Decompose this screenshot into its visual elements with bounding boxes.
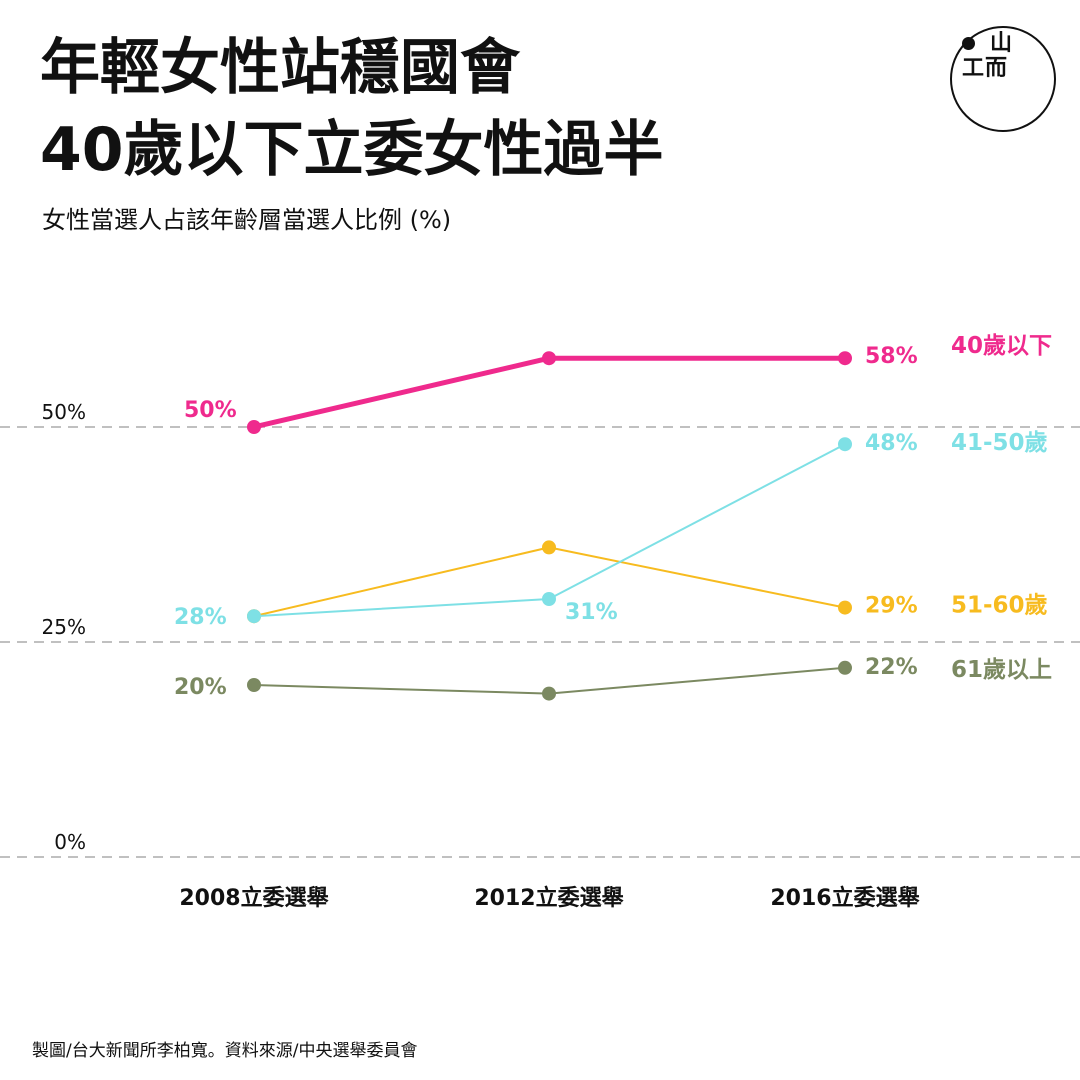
data-point (542, 351, 556, 366)
data-point (838, 437, 852, 452)
data-point (838, 351, 852, 366)
logo-glyph: 工 (962, 56, 985, 81)
series-name-label: 51-60歲 (951, 593, 1048, 619)
data-label: 28% (174, 605, 227, 630)
x-tick-label: 2012立委選舉 (474, 885, 624, 911)
data-point (247, 678, 261, 692)
data-point (247, 420, 261, 434)
source-note: 製圖/台大新聞所李柏寬。資料來源/中央選舉委員會 (32, 1041, 418, 1061)
data-point (542, 686, 556, 701)
series-line (253, 355, 845, 430)
brand-logo-icon: 山 工 而 (950, 26, 1056, 132)
data-point (542, 540, 556, 555)
y-tick-label: 25% (42, 615, 86, 639)
data-label: 20% (174, 675, 227, 700)
data-label: 58% (865, 344, 918, 369)
series-name-label: 41-50歲 (951, 430, 1048, 456)
data-point (838, 660, 852, 675)
chart-subtitle: 女性當選人占該年齡層當選人比例 (%) (42, 206, 452, 234)
label-layer: 50% 58% 40歲以下 28% 31% 48% 41-50歲 29% 51-60歲 20% 22… (174, 333, 1052, 700)
data-point (542, 592, 556, 606)
chart-title-line1: 年輕女性站穩國會 (40, 33, 520, 103)
data-label: 50% (184, 398, 237, 423)
series-name-label: 61歲以上 (951, 657, 1052, 683)
chart-title-line2: 40歲以下立委女性過半 (40, 115, 664, 185)
x-tick-label: 2016立委選舉 (770, 885, 920, 911)
data-point (838, 600, 852, 615)
y-tick-label: 0% (54, 830, 86, 854)
line-layer (247, 351, 852, 701)
y-tick-label: 50% (42, 400, 86, 424)
data-label: 29% (865, 594, 918, 619)
x-tick-label: 2008立委選舉 (179, 885, 329, 911)
logo-dot (962, 37, 975, 50)
grid-layer: 0% 25% 50% 2008立委選舉 2012立委選舉 2016立委選舉 (0, 400, 1080, 911)
logo-glyph: 而 (985, 56, 1008, 81)
data-point (247, 609, 261, 624)
logo-glyph: 山 (990, 31, 1013, 56)
data-label: 31% (565, 600, 618, 625)
data-label: 22% (865, 655, 918, 680)
series-name-label: 40歲以下 (951, 333, 1052, 359)
data-label: 48% (865, 431, 918, 456)
